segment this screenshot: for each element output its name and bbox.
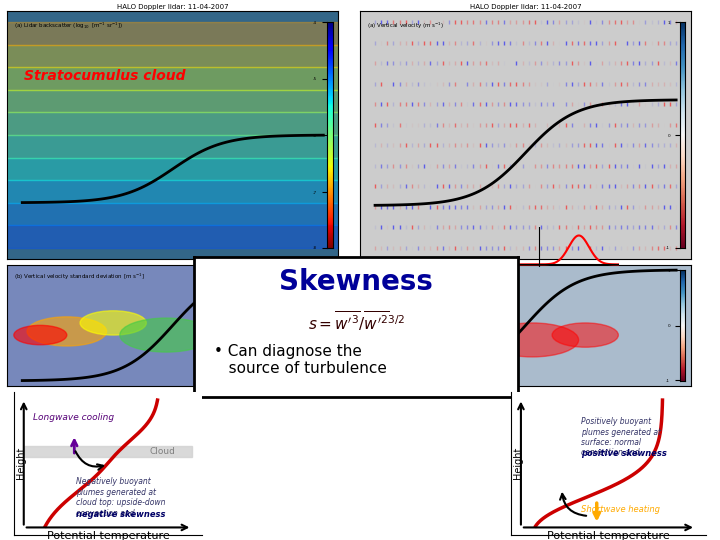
Text: negative skewness: negative skewness bbox=[76, 510, 166, 519]
Bar bbox=[7, 112, 338, 135]
Circle shape bbox=[430, 333, 509, 362]
Text: Shortwave heating: Shortwave heating bbox=[581, 505, 660, 514]
Bar bbox=[24, 446, 192, 457]
Bar bbox=[7, 90, 338, 112]
Text: (b) Vertical velocity skewness: (b) Vertical velocity skewness bbox=[366, 275, 448, 280]
Bar bbox=[7, 45, 338, 68]
Title: HALO Doppler lidar: 11-04-2007: HALO Doppler lidar: 11-04-2007 bbox=[469, 4, 582, 10]
Text: (a) Lidar backscatter ($\log_{10}$ [m$^{-1}$ sr$^{-1}$]): (a) Lidar backscatter ($\log_{10}$ [m$^{… bbox=[14, 21, 123, 31]
Text: • Can diagnose the
   source of turbulence: • Can diagnose the source of turbulence bbox=[214, 343, 387, 376]
Title: HALO Doppler lidar: 11-04-2007: HALO Doppler lidar: 11-04-2007 bbox=[117, 4, 229, 10]
Text: $s = \overline{w'^3}/\overline{w'^2}^{3/2}$: $s = \overline{w'^3}/\overline{w'^2}^{3/… bbox=[307, 310, 405, 333]
Circle shape bbox=[80, 310, 146, 335]
Circle shape bbox=[552, 323, 618, 347]
Circle shape bbox=[486, 323, 579, 357]
Text: Cloud: Cloud bbox=[149, 447, 175, 456]
Bar bbox=[7, 135, 338, 158]
Text: (a) Vertical velocity (m s$^{-1}$): (a) Vertical velocity (m s$^{-1}$) bbox=[366, 21, 444, 31]
Bar bbox=[7, 158, 338, 180]
Text: Negatively buoyant
plumes generated at
cloud top: upside-down
convection and: Negatively buoyant plumes generated at c… bbox=[76, 477, 166, 517]
Bar bbox=[7, 68, 338, 90]
Text: Potential temperature: Potential temperature bbox=[547, 531, 670, 540]
Circle shape bbox=[27, 317, 107, 346]
Text: Longwave cooling: Longwave cooling bbox=[33, 413, 114, 422]
Bar bbox=[7, 22, 338, 45]
Text: Height: Height bbox=[17, 447, 26, 479]
Text: Skewness: Skewness bbox=[279, 268, 433, 296]
Circle shape bbox=[14, 325, 67, 345]
Text: Positively buoyant
plumes generated at
surface: normal
convection and: Positively buoyant plumes generated at s… bbox=[581, 417, 661, 457]
Text: positive skewness: positive skewness bbox=[581, 449, 667, 458]
Text: Height: Height bbox=[513, 447, 523, 479]
Bar bbox=[7, 225, 338, 248]
Text: (b) Vertical velocity standard deviation [m s$^{-1}$]: (b) Vertical velocity standard deviation… bbox=[14, 272, 145, 282]
Text: Potential temperature: Potential temperature bbox=[47, 531, 169, 540]
Bar bbox=[7, 202, 338, 225]
Bar bbox=[7, 180, 338, 202]
Circle shape bbox=[390, 341, 449, 363]
Circle shape bbox=[120, 318, 212, 352]
Text: Stratocumulus cloud: Stratocumulus cloud bbox=[24, 69, 185, 83]
